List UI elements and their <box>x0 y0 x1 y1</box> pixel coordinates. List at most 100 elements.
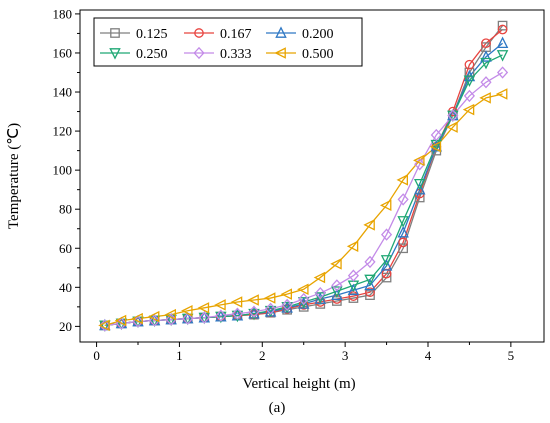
data-point-0.167 <box>464 59 475 70</box>
legend-box <box>93 17 363 67</box>
data-point-0.250 <box>314 292 327 304</box>
legend-marker-0.333 <box>193 46 205 60</box>
data-point-0.333 <box>496 66 509 79</box>
figure-caption: (a) <box>269 400 286 416</box>
legend-label-0.333: 0.333 <box>220 47 252 62</box>
data-point-0.500 <box>197 302 210 314</box>
plot-area-frame <box>79 9 545 343</box>
data-point-0.167 <box>497 24 508 35</box>
data-point-0.167 <box>365 287 375 298</box>
legend-marker-0.250 <box>109 48 121 60</box>
x-tick-label: 0 <box>93 348 100 363</box>
legend-label-0.500: 0.500 <box>302 47 334 62</box>
y-tick-label: 120 <box>53 124 73 139</box>
data-point-0.333 <box>447 109 459 122</box>
series-line-0.500 <box>104 93 503 327</box>
data-point-0.500 <box>98 319 110 332</box>
data-point-0.125 <box>365 290 375 300</box>
data-point-0.500 <box>230 296 243 308</box>
legend: 0.125 0.167 0.200 0.250 0.333 0.500 <box>93 17 363 67</box>
y-tick-label: 40 <box>59 280 72 295</box>
data-point-0.250 <box>447 110 459 123</box>
data-point-0.333 <box>148 314 161 327</box>
data-point-0.167 <box>298 300 309 310</box>
data-point-0.200 <box>364 278 376 291</box>
y-tick-label: 180 <box>53 6 73 21</box>
x-tick-label: 2 <box>259 348 266 363</box>
data-point-0.200 <box>413 183 426 195</box>
data-point-0.500 <box>429 140 442 153</box>
legend-label-0.250: 0.250 <box>136 47 168 62</box>
series-markers <box>98 20 509 333</box>
data-point-0.333 <box>430 128 442 142</box>
data-point-0.167 <box>398 237 408 248</box>
legend-label-0.200: 0.200 <box>302 27 334 42</box>
data-point-0.500 <box>330 258 342 270</box>
data-point-0.200 <box>496 36 509 49</box>
data-point-0.250 <box>413 178 426 191</box>
data-point-0.250 <box>331 286 343 298</box>
data-point-0.500 <box>413 154 425 167</box>
data-point-0.333 <box>347 269 360 282</box>
x-tick-label: 1 <box>176 348 183 363</box>
data-point-0.200 <box>331 288 343 300</box>
data-point-0.333 <box>281 298 293 312</box>
data-point-0.500 <box>379 199 392 212</box>
data-point-0.333 <box>215 309 227 322</box>
x-axis-title: Vertical height (m) <box>242 376 355 392</box>
data-point-0.125 <box>398 243 408 254</box>
x-tick-label: 5 <box>508 348 515 363</box>
legend-marker-0.167 <box>194 28 204 38</box>
data-point-0.333 <box>264 302 277 315</box>
data-point-0.500 <box>346 240 359 253</box>
data-point-0.333 <box>364 255 376 269</box>
data-point-0.333 <box>380 228 393 241</box>
data-point-0.500 <box>263 292 276 304</box>
data-point-0.500 <box>396 174 408 186</box>
data-point-0.500 <box>147 310 160 323</box>
series-line-0.125 <box>104 25 504 327</box>
data-point-0.500 <box>131 312 143 325</box>
legend-marker-0.125 <box>110 28 120 38</box>
data-point-0.333 <box>414 158 426 171</box>
data-point-0.500 <box>114 314 127 327</box>
data-point-0.200 <box>480 50 492 62</box>
data-point-0.250 <box>364 274 376 287</box>
y-tick-label: 20 <box>59 319 72 334</box>
data-point-0.250 <box>215 311 227 324</box>
data-point-0.333 <box>314 287 326 300</box>
series-line-0.250 <box>104 54 503 327</box>
series-line-0.167 <box>104 29 503 327</box>
y-tick-label: 140 <box>53 85 73 100</box>
data-point-0.200 <box>380 259 393 271</box>
data-point-0.250 <box>397 216 409 228</box>
data-point-0.250 <box>463 75 476 87</box>
axis-ticks: 0 1 2 3 4 5 20 40 60 80 100 120 140 160 180 <box>53 6 515 363</box>
data-point-0.333 <box>165 313 177 326</box>
data-point-0.333 <box>331 279 343 292</box>
x-tick-label: 3 <box>342 348 349 363</box>
data-point-0.333 <box>397 193 409 206</box>
legend-label-0.125: 0.125 <box>136 27 168 42</box>
legend-label-0.167: 0.167 <box>220 27 252 42</box>
y-axis-title: Temperature (℃) <box>6 123 22 229</box>
data-point-0.125 <box>381 272 392 283</box>
data-point-0.333 <box>248 305 260 318</box>
data-point-0.333 <box>198 311 210 324</box>
legend-marker-0.500 <box>274 47 286 59</box>
data-point-0.250 <box>380 255 393 267</box>
data-point-0.250 <box>480 57 492 70</box>
data-point-0.500 <box>313 271 326 284</box>
data-point-0.200 <box>397 225 409 238</box>
x-tick-label: 4 <box>425 348 432 363</box>
data-point-0.333 <box>298 292 310 306</box>
y-tick-label: 60 <box>59 241 72 256</box>
data-point-0.500 <box>297 283 309 296</box>
data-point-0.500 <box>495 88 508 100</box>
data-point-0.250 <box>181 313 194 326</box>
data-point-0.250 <box>198 312 211 325</box>
y-tick-label: 100 <box>53 163 73 178</box>
data-point-0.500 <box>164 308 176 321</box>
data-point-0.125 <box>497 20 508 31</box>
